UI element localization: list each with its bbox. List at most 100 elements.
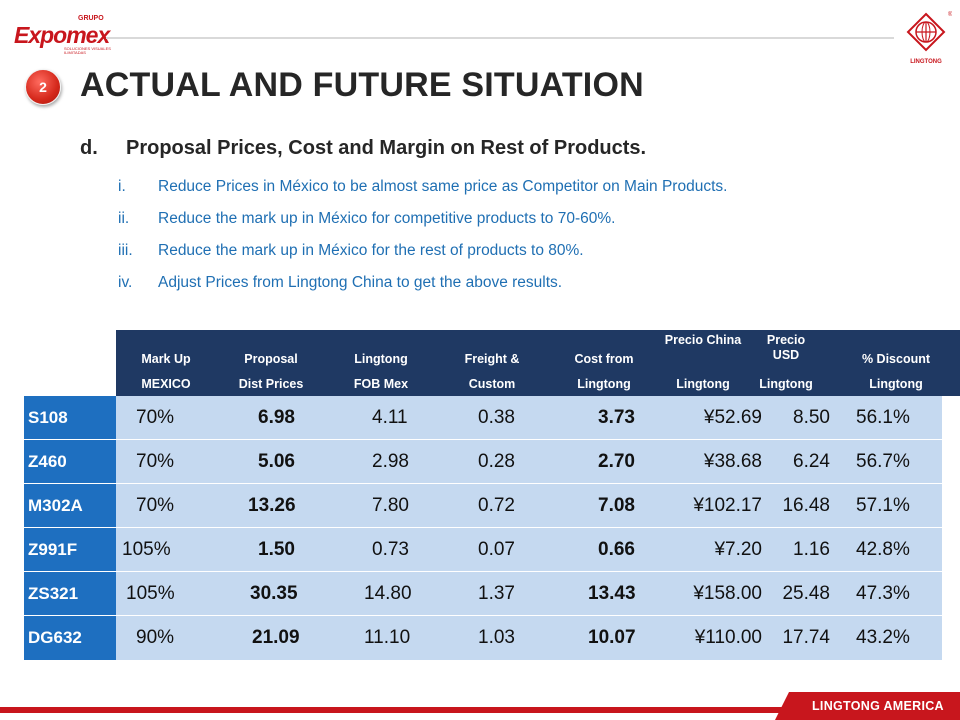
cell-proposal: 30.35 [250, 583, 298, 604]
cell-cost: 13.43 [588, 583, 636, 604]
cell-proposal: 13.26 [248, 495, 296, 516]
cell-proposal: 1.50 [258, 539, 295, 560]
table-row: S108 70% 6.98 4.11 0.38 3.73 ¥52.69 8.50… [24, 396, 942, 440]
cell-china: ¥102.17 [693, 495, 762, 516]
cell-china: ¥7.20 [714, 539, 762, 560]
header-markup-bottom: MEXICO [141, 377, 191, 391]
cell-freight: 1.37 [478, 583, 515, 604]
cell-discount: 43.2% [856, 627, 910, 648]
header-freight-top: Freight & [464, 352, 520, 366]
row-divider [24, 527, 942, 528]
cell-fob: 2.98 [372, 451, 409, 472]
row-values: 105% 1.50 0.73 0.07 0.66 ¥7.20 1.16 42.8… [116, 528, 942, 572]
row-values: 70% 5.06 2.98 0.28 2.70 ¥38.68 6.24 56.7… [116, 440, 942, 484]
cell-freight: 0.07 [478, 539, 515, 560]
product-code: Z460 [24, 440, 116, 484]
cell-freight: 0.38 [478, 407, 515, 428]
cell-discount: 42.8% [856, 539, 910, 560]
cell-discount: 47.3% [856, 583, 910, 604]
row-divider [24, 439, 942, 440]
cell-cost: 10.07 [588, 627, 636, 648]
header-discount-top: % Discount [861, 352, 931, 366]
cell-proposal: 21.09 [252, 627, 300, 648]
product-code: ZS321 [24, 572, 116, 616]
cell-freight: 0.72 [478, 495, 515, 516]
cell-markup: 70% [136, 451, 175, 472]
cell-markup: 70% [136, 407, 175, 428]
cell-markup: 70% [136, 495, 175, 516]
bullet-numeral: i. [118, 178, 126, 195]
table-row: M302A 70% 13.26 7.80 0.72 7.08 ¥102.17 1… [24, 484, 942, 528]
cell-cost: 2.70 [598, 451, 635, 472]
section-title: Proposal Prices, Cost and Margin on Rest… [126, 137, 647, 159]
row-divider [24, 483, 942, 484]
cell-cost: 3.73 [598, 407, 635, 428]
svg-text:®: ® [948, 11, 952, 18]
row-divider [24, 615, 942, 616]
cell-usd: 6.24 [793, 451, 830, 472]
slide-number-badge: 2 [25, 69, 61, 105]
table-row: DG632 90% 21.09 11.10 1.03 10.07 ¥110.00… [24, 616, 942, 660]
header-divider [106, 37, 894, 39]
header-usd-top: Precio USD [766, 333, 806, 362]
cell-freight: 0.28 [478, 451, 515, 472]
expomex-logo: GRUPO Expomex SOLUCIONES VISUALES ILIMIT… [14, 12, 114, 55]
table-header: Mark Up MEXICO Proposal Dist Prices Ling… [116, 330, 960, 396]
cell-usd: 17.74 [782, 627, 830, 648]
logo-brand-text: Expomex [14, 22, 110, 48]
cell-fob: 4.11 [372, 407, 408, 428]
cell-china: ¥110.00 [694, 627, 762, 648]
logo-tagline: SOLUCIONES VISUALES ILIMITADAS [64, 46, 111, 55]
table-row: Z460 70% 5.06 2.98 0.28 2.70 ¥38.68 6.24… [24, 440, 942, 484]
cell-china: ¥52.69 [703, 407, 762, 428]
cell-china: ¥158.00 [693, 583, 762, 604]
lingtong-emblem-icon: ® [906, 11, 952, 52]
cell-china: ¥38.68 [703, 451, 762, 472]
header-freight-bottom: Custom [468, 377, 516, 391]
bullet-numeral: iv. [118, 274, 133, 291]
cell-fob: 14.80 [364, 583, 412, 604]
lingtong-logo: ® LINGTONG [900, 10, 952, 68]
footer-label: LINGTONG AMERICA [812, 699, 944, 713]
bullet-numeral: iii. [118, 242, 133, 259]
cell-cost: 7.08 [598, 495, 635, 516]
cell-proposal: 6.98 [258, 407, 295, 428]
header-proposal-top: Proposal [244, 352, 298, 366]
header-cost-top: Cost from [574, 352, 634, 366]
cell-discount: 57.1% [856, 495, 910, 516]
cell-usd: 25.48 [782, 583, 830, 604]
cell-discount: 56.1% [856, 407, 910, 428]
cell-discount: 56.7% [856, 451, 910, 472]
footer-red-line [0, 707, 790, 713]
bullet-text: Reduce the mark up in México for the res… [158, 242, 584, 259]
cell-markup: 90% [136, 627, 175, 648]
header-china-bottom: Lingtong [676, 377, 730, 391]
cell-usd: 16.48 [782, 495, 830, 516]
bullet-text: Reduce the mark up in México for competi… [158, 210, 616, 227]
row-values: 90% 21.09 11.10 1.03 10.07 ¥110.00 17.74… [116, 616, 942, 660]
cell-fob: 11.10 [364, 627, 411, 648]
cell-cost: 0.66 [598, 539, 635, 560]
cell-proposal: 5.06 [258, 451, 295, 472]
header-usd-bottom: Lingtong [759, 377, 813, 391]
cell-freight: 1.03 [478, 627, 515, 648]
header-proposal-bottom: Dist Prices [238, 377, 304, 391]
footer-tab [775, 692, 960, 720]
lingtong-logo-text: LINGTONG [910, 59, 942, 65]
header-fob-top: Lingtong [354, 352, 408, 366]
header-discount-bottom: Lingtong [869, 377, 923, 391]
table-row: Z991F 105% 1.50 0.73 0.07 0.66 ¥7.20 1.1… [24, 528, 942, 572]
bullet-numeral: ii. [118, 210, 130, 227]
header-cost-bottom: Lingtong [577, 377, 631, 391]
header-china-top: Precio China [664, 333, 742, 347]
header-fob-bottom: FOB Mex [353, 377, 409, 391]
row-values: 70% 13.26 7.80 0.72 7.08 ¥102.17 16.48 5… [116, 484, 942, 528]
logo-grupo-text: GRUPO [78, 15, 104, 22]
product-code: S108 [24, 396, 116, 440]
cell-fob: 0.73 [372, 539, 409, 560]
row-divider [24, 571, 942, 572]
row-values: 70% 6.98 4.11 0.38 3.73 ¥52.69 8.50 56.1… [116, 396, 942, 440]
cell-fob: 7.80 [372, 495, 409, 516]
section-letter: d. [80, 137, 98, 159]
cell-usd: 1.16 [793, 539, 830, 560]
